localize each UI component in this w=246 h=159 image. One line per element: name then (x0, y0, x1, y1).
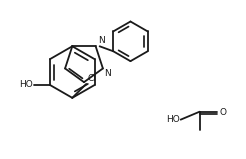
Text: N: N (104, 69, 111, 78)
Text: Cl: Cl (87, 74, 96, 83)
Text: HO: HO (166, 115, 180, 124)
Text: HO: HO (19, 80, 33, 90)
Text: N: N (98, 36, 104, 45)
Text: O: O (219, 108, 227, 117)
